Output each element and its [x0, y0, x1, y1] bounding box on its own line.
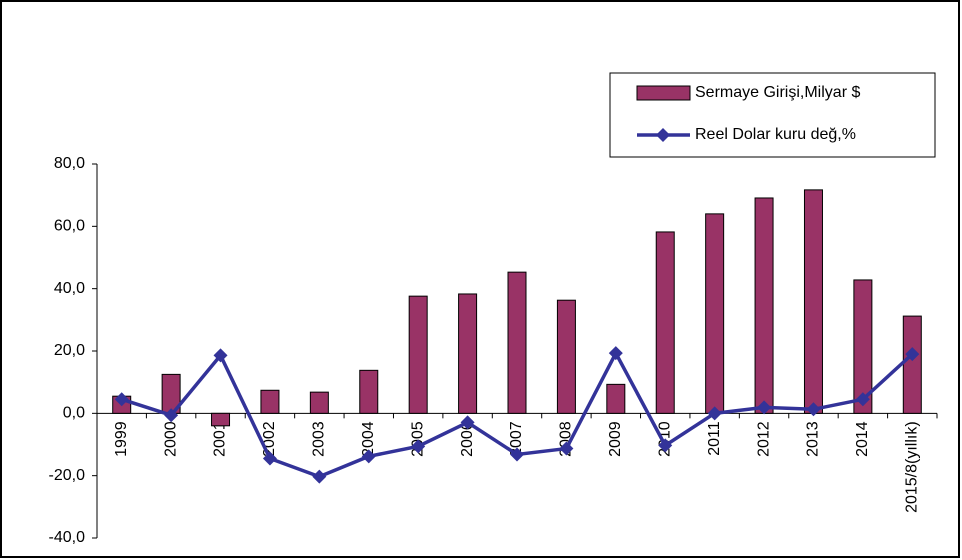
legend-swatch	[636, 85, 691, 101]
x-tick-label: 2015/8(yıllık)	[904, 421, 921, 513]
x-tick-label: 2007	[508, 421, 525, 457]
marker	[905, 347, 920, 362]
bar	[705, 213, 725, 414]
x-tick-label: 2013	[805, 421, 822, 457]
marker	[608, 346, 623, 361]
x-tick-label: 2006	[459, 421, 476, 457]
x-tick-label: 2001	[212, 421, 229, 457]
marker	[658, 438, 673, 453]
bar	[359, 369, 379, 414]
marker	[855, 392, 870, 407]
x-tick-label: 2012	[755, 421, 772, 457]
bar	[606, 383, 626, 414]
bar	[556, 299, 576, 414]
x-tick-label: 2003	[311, 421, 328, 457]
y-tick-label: -20,0	[49, 467, 86, 484]
bar	[408, 295, 428, 414]
marker	[707, 406, 722, 421]
legend-label: Sermaye Girişi,Milyar $	[695, 84, 860, 101]
marker	[757, 400, 772, 415]
y-tick-label: 20,0	[54, 342, 85, 359]
marker	[312, 469, 327, 484]
x-tick-label: 2002	[261, 421, 278, 457]
marker	[510, 447, 524, 462]
marker	[411, 439, 426, 454]
y-tick-label: 60,0	[54, 218, 85, 235]
bar	[458, 293, 478, 414]
legend-marker	[656, 128, 670, 142]
bar	[260, 389, 280, 414]
marker	[164, 408, 179, 423]
y-tick-label: -40,0	[49, 529, 86, 546]
marker	[559, 441, 574, 456]
marker	[213, 348, 228, 363]
x-tick-label: 1999	[113, 421, 130, 457]
marker	[460, 415, 475, 430]
bar	[803, 189, 823, 414]
legend-label: Reel Dolar kuru değ,%	[695, 126, 856, 143]
bar	[211, 412, 231, 427]
marker	[806, 402, 821, 417]
x-tick-label: 2004	[360, 421, 377, 457]
bar	[309, 391, 329, 414]
bar	[754, 197, 774, 414]
x-tick-label: 2011	[706, 421, 723, 456]
bar	[655, 231, 675, 414]
x-tick-label: 2014	[854, 421, 871, 457]
bar	[902, 315, 922, 414]
x-tick-label: 2000	[162, 421, 179, 457]
marker	[262, 451, 277, 466]
y-tick-label: 40,0	[54, 280, 85, 297]
marker	[114, 392, 129, 407]
x-tick-label: 2009	[607, 421, 624, 457]
marker	[361, 449, 376, 464]
bar	[507, 271, 527, 414]
bar	[853, 279, 873, 414]
y-tick-label: 80,0	[54, 155, 85, 172]
y-tick-label: 0,0	[63, 405, 85, 422]
